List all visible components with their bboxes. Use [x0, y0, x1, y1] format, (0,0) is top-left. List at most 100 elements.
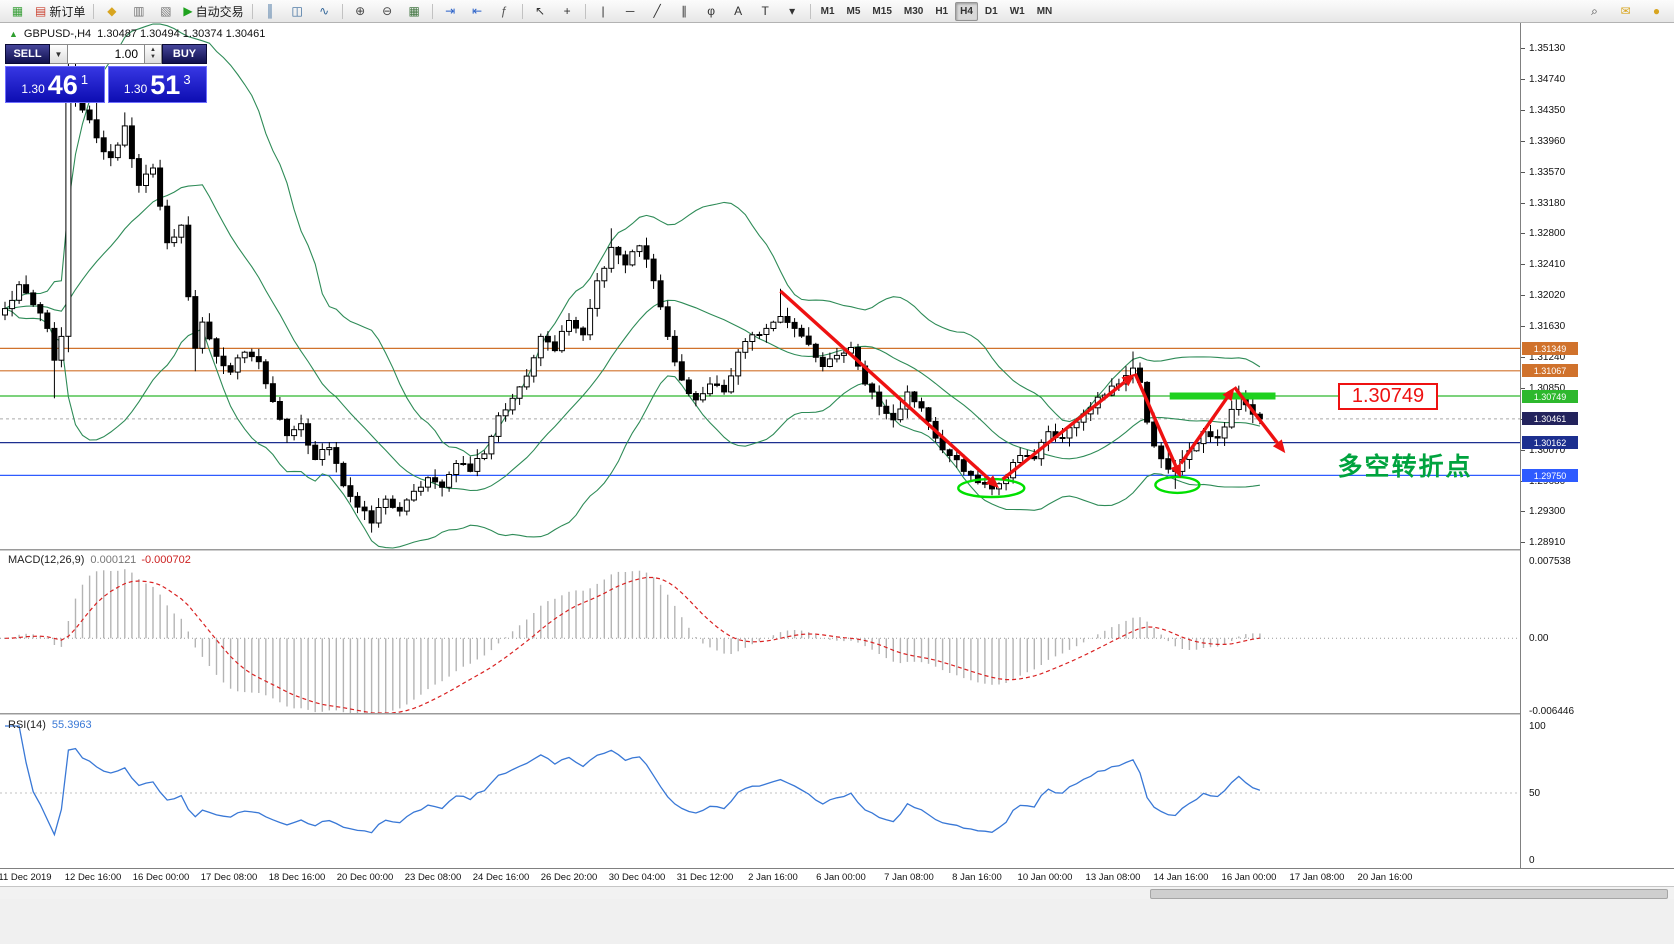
time-label: 16 Dec 00:00 [132, 872, 190, 883]
horizontal-line-icon[interactable]: ─ [617, 1, 644, 22]
indicators-icon: ƒ [500, 4, 508, 18]
timeframe-h1[interactable]: H1 [935, 5, 949, 17]
y-axis-tick-mark [1521, 79, 1525, 80]
toolbar-separator [341, 3, 343, 19]
buy-price-box[interactable]: 1.30 51 3 [107, 66, 207, 103]
buy-button[interactable]: BUY [162, 44, 207, 64]
trendline-icon: ╱ [653, 4, 661, 18]
macd-histogram [11, 569, 1261, 713]
y-axis-tick-mark [1521, 141, 1525, 142]
sell-price-base: 1.30 [21, 82, 45, 96]
timeframe-d1[interactable]: D1 [984, 5, 998, 17]
new-order-button[interactable]: ▤ 新订单 [31, 1, 89, 22]
shapes-icon[interactable]: ▾ [779, 1, 806, 22]
chart-title-symbol: GBPUSD-,H4 [23, 28, 92, 40]
horizontal-scrollbar[interactable] [0, 886, 1674, 899]
time-label: 17 Jan 08:00 [1289, 872, 1345, 883]
timeframe-m1[interactable]: M1 [820, 5, 835, 17]
pane-separator[interactable] [0, 713, 1674, 715]
highlight-bar[interactable] [1169, 392, 1276, 400]
volume-input[interactable]: 1.00 [68, 44, 145, 64]
sell-price-box[interactable]: 1.30 46 1 [5, 66, 105, 103]
sell-dropdown-icon[interactable]: ▼ [50, 44, 68, 64]
search-icon[interactable]: ⌕ [1581, 1, 1608, 22]
y-axis-tick-mark [1521, 203, 1525, 204]
cursor-icon: ↖ [535, 4, 546, 18]
channel-icon[interactable]: ∥ [671, 1, 698, 22]
time-label: 2 Jan 16:00 [748, 872, 798, 883]
cursor-icon[interactable]: ↖ [527, 1, 554, 22]
stepper-up-icon[interactable]: ▲ [150, 47, 156, 54]
fibonacci-icon: φ [707, 4, 715, 18]
indicators-icon[interactable]: ƒ [491, 1, 518, 22]
price-axis[interactable]: 1.35130 1.34740 1.34350 1.33960 1.33570 1.331… [1520, 23, 1674, 886]
y-axis-tick: 1.35130 [1529, 43, 1566, 54]
rsi-pane[interactable] [0, 715, 1520, 868]
timeframe-m30[interactable]: M30 [903, 5, 924, 17]
vertical-line-icon[interactable]: | [590, 1, 617, 22]
level-lines [0, 347, 1520, 476]
turning-point-note[interactable]: 多空转折点 [1337, 453, 1473, 481]
stepper-down-icon[interactable]: ▼ [150, 54, 156, 60]
pane-separator[interactable] [0, 549, 1674, 551]
zoom-in-icon[interactable]: ⊕ [347, 1, 374, 22]
macd-pane[interactable] [0, 551, 1520, 713]
y-axis-tick-mark [1521, 264, 1525, 265]
tile-windows-icon[interactable]: ▦ [401, 1, 428, 22]
timeframe-h4[interactable]: H4 [955, 1, 978, 21]
community-icon[interactable]: ● [1643, 1, 1670, 22]
rsi-axis-tick: 0 [1529, 855, 1535, 866]
line-chart-icon[interactable]: ∿ [311, 1, 338, 22]
time-label: 17 Dec 08:00 [200, 872, 258, 883]
label-icon[interactable]: T [752, 1, 779, 22]
timeframe-m15[interactable]: M15 [872, 5, 892, 17]
zoom-out-icon[interactable]: ⊖ [374, 1, 401, 22]
crosshair-icon[interactable]: + [554, 1, 581, 22]
shapes-icon: ▾ [789, 4, 796, 18]
auto-scroll-icon: ⇥ [445, 4, 456, 18]
price-tag: 1.30461 [1522, 412, 1578, 425]
chart-shift-icon[interactable]: ⇤ [464, 1, 491, 22]
price-tag: 1.30162 [1522, 436, 1578, 449]
autotrading-button[interactable]: ▶ 自动交易 [179, 1, 247, 22]
time-label: 10 Jan 00:00 [1017, 872, 1073, 883]
trendline-icon[interactable]: ╱ [644, 1, 671, 22]
buy-price-base: 1.30 [123, 82, 148, 96]
y-axis-tick-mark [1521, 388, 1525, 389]
fibonacci-icon[interactable]: φ [698, 1, 725, 22]
chat-icon[interactable]: ✉ [1612, 1, 1639, 22]
candles [2, 47, 1263, 533]
label-icon: T [761, 4, 769, 18]
volume-stepper[interactable]: ▲ ▼ [145, 44, 162, 64]
time-axis[interactable]: 11 Dec 2019 12 Dec 16:00 16 Dec 00:00 17 De… [0, 868, 1674, 886]
text-icon[interactable]: A [725, 1, 752, 22]
favorites-icon[interactable]: ◆ [98, 1, 125, 22]
line-chart-icon: ∿ [319, 4, 330, 18]
time-label: 26 Dec 20:00 [540, 872, 598, 883]
auto-scroll-icon[interactable]: ⇥ [437, 1, 464, 22]
buy-price-big: 51 [150, 70, 181, 101]
scrollbar-thumb[interactable] [1150, 889, 1668, 899]
chart-title: ▲ GBPUSD-,H4 1.30487 1.30494 1.30374 1.3… [9, 28, 265, 40]
time-label: 20 Dec 00:00 [336, 872, 394, 883]
sell-button[interactable]: SELL [5, 44, 50, 64]
timeframe-mn[interactable]: MN [1036, 5, 1053, 17]
sell-price-sup: 1 [80, 72, 89, 87]
timeframe-m5[interactable]: M5 [846, 5, 861, 17]
candlestick-chart-icon[interactable]: ◫ [284, 1, 311, 22]
y-axis-tick: 1.34350 [1529, 105, 1566, 116]
timeframe-w1[interactable]: W1 [1009, 5, 1025, 17]
price-tag: 1.30749 [1522, 390, 1578, 403]
y-axis-tick: 1.34740 [1529, 74, 1566, 85]
one-click-trading-panel: SELL ▼ 1.00 ▲ ▼ BUY 1.30 46 1 1.30 51 3 [5, 44, 207, 103]
app-icon[interactable]: ▦ [4, 1, 31, 22]
market-watch-icon[interactable]: ▥ [125, 1, 152, 22]
price-callout-label[interactable]: 1.30749 [1338, 383, 1438, 410]
navigator-icon[interactable]: ▧ [152, 1, 179, 22]
time-label: 23 Dec 08:00 [404, 872, 462, 883]
trend-arrows[interactable] [779, 289, 1286, 489]
symbol-marker-icon: ▲ [9, 29, 18, 39]
macd-signal-value: -0.000702 [141, 554, 191, 566]
bar-chart-icon[interactable]: ║ [257, 1, 284, 22]
price-chart-pane[interactable] [0, 23, 1520, 549]
